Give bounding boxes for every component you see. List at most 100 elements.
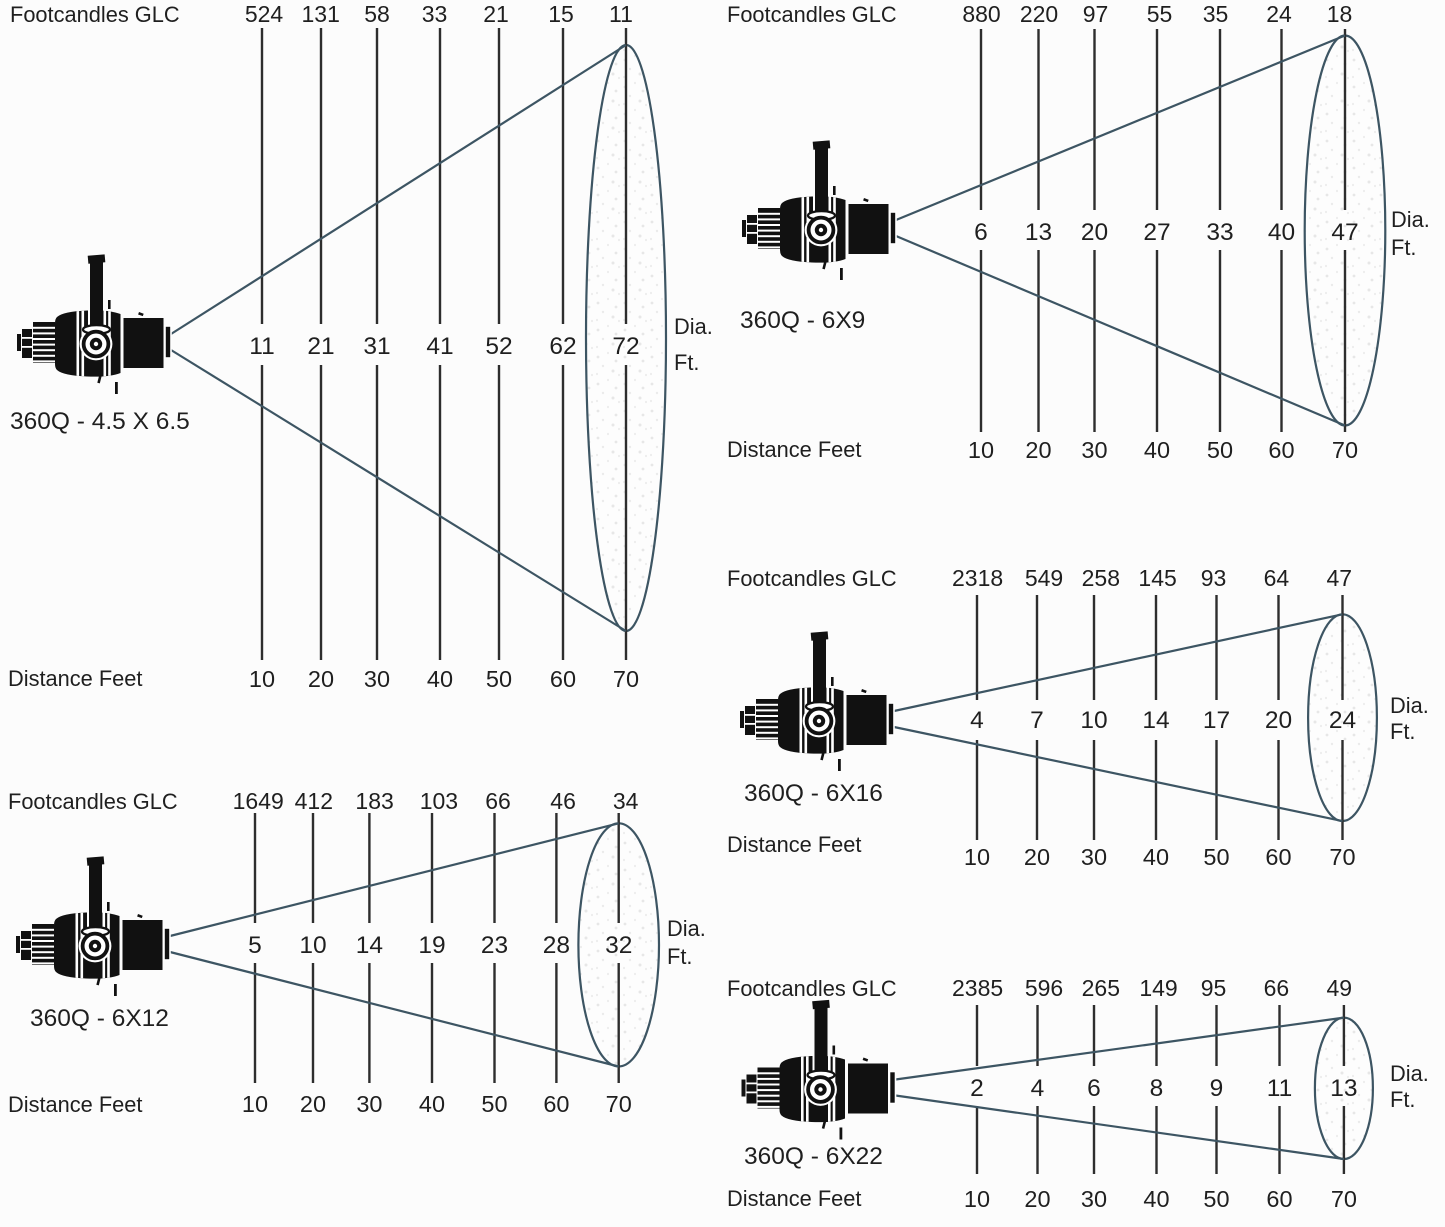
svg-text:47: 47 (1331, 219, 1358, 246)
svg-text:880: 880 (962, 1, 1000, 27)
svg-text:52: 52 (485, 333, 512, 360)
svg-text:Footcandles GLC: Footcandles GLC (727, 976, 897, 1001)
svg-text:5: 5 (248, 932, 262, 959)
svg-text:21: 21 (307, 333, 334, 360)
svg-text:360Q - 4.5 X 6.5: 360Q - 4.5 X 6.5 (10, 408, 190, 435)
svg-text:524: 524 (245, 1, 284, 27)
svg-text:32: 32 (605, 932, 632, 959)
svg-text:Distance Feet: Distance Feet (727, 437, 861, 462)
svg-text:64: 64 (1264, 565, 1290, 591)
svg-text:21: 21 (483, 1, 509, 27)
svg-text:33: 33 (1206, 219, 1233, 246)
svg-text:30: 30 (1081, 437, 1107, 463)
svg-text:41: 41 (426, 333, 453, 360)
svg-text:Ft.: Ft. (1391, 235, 1416, 260)
svg-text:24: 24 (1329, 707, 1356, 734)
svg-text:30: 30 (1081, 844, 1107, 870)
svg-text:Dia.: Dia. (1390, 1061, 1429, 1086)
svg-text:20: 20 (1265, 707, 1292, 734)
svg-text:40: 40 (1143, 1186, 1169, 1212)
svg-text:14: 14 (356, 932, 383, 959)
svg-text:60: 60 (1268, 437, 1294, 463)
svg-text:27: 27 (1143, 219, 1170, 246)
svg-text:Dia.: Dia. (1391, 207, 1430, 232)
svg-text:10: 10 (249, 666, 275, 692)
svg-text:72: 72 (612, 333, 639, 360)
svg-text:131: 131 (302, 1, 340, 27)
svg-text:360Q - 6X22: 360Q - 6X22 (744, 1143, 883, 1170)
svg-text:47: 47 (1327, 565, 1353, 591)
svg-text:412: 412 (295, 788, 333, 814)
svg-text:360Q - 6X9: 360Q - 6X9 (740, 307, 865, 334)
svg-text:20: 20 (1081, 219, 1108, 246)
svg-text:70: 70 (1332, 437, 1358, 463)
svg-text:360Q - 6X16: 360Q - 6X16 (744, 780, 883, 807)
svg-text:70: 70 (606, 1091, 632, 1117)
svg-text:60: 60 (543, 1091, 569, 1117)
svg-text:93: 93 (1201, 565, 1227, 591)
svg-text:Footcandles GLC: Footcandles GLC (727, 2, 897, 27)
svg-text:35: 35 (1203, 1, 1229, 27)
svg-text:145: 145 (1138, 565, 1176, 591)
svg-text:13: 13 (1025, 219, 1052, 246)
svg-text:6: 6 (1087, 1075, 1101, 1102)
svg-text:6: 6 (974, 219, 988, 246)
svg-text:Distance Feet: Distance Feet (727, 832, 861, 857)
svg-text:20: 20 (1024, 844, 1050, 870)
svg-text:34: 34 (613, 788, 639, 814)
svg-text:8: 8 (1150, 1075, 1164, 1102)
svg-text:10: 10 (299, 932, 326, 959)
svg-text:60: 60 (1266, 1186, 1292, 1212)
svg-text:10: 10 (968, 437, 994, 463)
svg-text:265: 265 (1082, 975, 1120, 1001)
svg-text:20: 20 (300, 1091, 326, 1117)
svg-text:Dia.: Dia. (674, 314, 713, 339)
svg-text:Dia.: Dia. (667, 916, 706, 941)
svg-text:50: 50 (481, 1091, 507, 1117)
svg-text:Footcandles GLC: Footcandles GLC (8, 789, 178, 814)
svg-text:70: 70 (1329, 844, 1355, 870)
svg-text:11: 11 (609, 1, 633, 27)
svg-text:Ft.: Ft. (1390, 1087, 1415, 1112)
svg-text:11: 11 (249, 333, 274, 360)
svg-text:70: 70 (613, 666, 639, 692)
svg-text:2385: 2385 (952, 975, 1003, 1001)
svg-text:66: 66 (485, 788, 511, 814)
svg-text:58: 58 (364, 1, 390, 27)
svg-text:Ft.: Ft. (674, 350, 699, 375)
svg-text:40: 40 (1268, 219, 1295, 246)
svg-text:70: 70 (1331, 1186, 1357, 1212)
svg-text:17: 17 (1203, 707, 1230, 734)
svg-text:4: 4 (1031, 1075, 1045, 1102)
svg-text:50: 50 (1207, 437, 1233, 463)
svg-text:50: 50 (1203, 844, 1229, 870)
svg-text:10: 10 (1080, 707, 1107, 734)
svg-text:18: 18 (1327, 1, 1353, 27)
svg-text:33: 33 (422, 1, 448, 27)
svg-text:220: 220 (1020, 1, 1058, 27)
svg-text:49: 49 (1327, 975, 1353, 1001)
svg-text:149: 149 (1139, 975, 1177, 1001)
svg-text:20: 20 (308, 666, 334, 692)
svg-text:19: 19 (418, 932, 445, 959)
svg-text:Distance Feet: Distance Feet (8, 666, 142, 691)
svg-text:14: 14 (1142, 707, 1169, 734)
svg-text:Distance Feet: Distance Feet (8, 1092, 142, 1117)
svg-text:9: 9 (1210, 1075, 1224, 1102)
svg-text:62: 62 (549, 333, 576, 360)
svg-text:10: 10 (242, 1091, 268, 1117)
svg-text:Footcandles GLC: Footcandles GLC (727, 566, 897, 591)
svg-text:50: 50 (1203, 1186, 1229, 1212)
svg-text:Ft.: Ft. (667, 944, 692, 969)
svg-text:23: 23 (481, 932, 508, 959)
svg-text:50: 50 (486, 666, 512, 692)
svg-text:20: 20 (1024, 1186, 1050, 1212)
svg-text:40: 40 (419, 1091, 445, 1117)
svg-text:103: 103 (420, 788, 458, 814)
svg-text:28: 28 (543, 932, 570, 959)
svg-text:20: 20 (1025, 437, 1051, 463)
svg-text:2: 2 (970, 1075, 984, 1102)
svg-text:2318: 2318 (952, 565, 1003, 591)
svg-text:10: 10 (964, 844, 990, 870)
svg-text:15: 15 (548, 1, 574, 27)
